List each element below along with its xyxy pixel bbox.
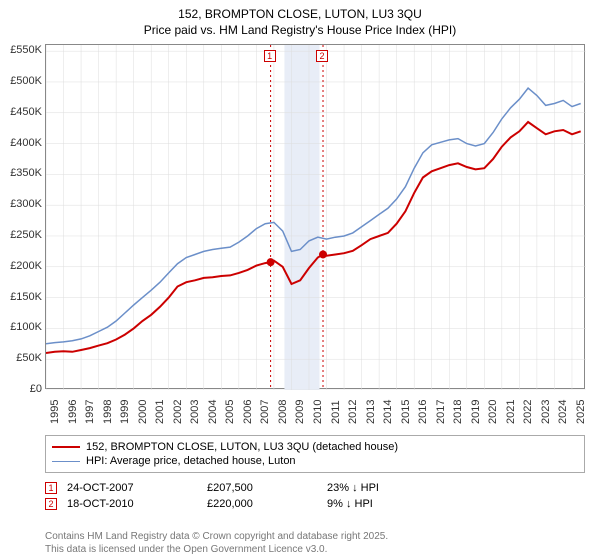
title-address: 152, BROMPTON CLOSE, LUTON, LU3 3QU xyxy=(0,6,600,22)
x-tick-label: 1997 xyxy=(84,400,96,424)
x-tick-label: 2015 xyxy=(400,400,412,424)
sales-row-1: 1 24-OCT-2007 £207,500 23% ↓ HPI xyxy=(45,480,585,496)
x-tick-label: 2010 xyxy=(312,400,324,424)
title-block: 152, BROMPTON CLOSE, LUTON, LU3 3QU Pric… xyxy=(0,0,600,38)
legend-label: HPI: Average price, detached house, Luto… xyxy=(86,455,296,467)
sale-price: £220,000 xyxy=(207,498,327,510)
x-tick-label: 2023 xyxy=(540,400,552,424)
x-tick-label: 2001 xyxy=(154,400,166,424)
y-tick-label: £100K xyxy=(2,321,42,333)
x-tick-label: 2014 xyxy=(382,400,394,424)
x-tick-label: 2008 xyxy=(277,400,289,424)
footer-line: Contains HM Land Registry data © Crown c… xyxy=(45,531,388,544)
x-tick-label: 2022 xyxy=(522,400,534,424)
x-tick-label: 1998 xyxy=(102,400,114,424)
title-subtitle: Price paid vs. HM Land Registry's House … xyxy=(0,22,600,38)
sale-marker-icon: 1 xyxy=(45,482,57,494)
x-tick-label: 2009 xyxy=(294,400,306,424)
x-tick-label: 2005 xyxy=(224,400,236,424)
x-tick-label: 2011 xyxy=(330,400,342,424)
chart-plot-area xyxy=(45,44,585,389)
x-tick-label: 2021 xyxy=(505,400,517,424)
x-tick-label: 2016 xyxy=(417,400,429,424)
x-tick-label: 2000 xyxy=(137,400,149,424)
sales-row-2: 2 18-OCT-2010 £220,000 9% ↓ HPI xyxy=(45,496,585,512)
y-tick-label: £550K xyxy=(2,44,42,56)
x-tick-label: 1996 xyxy=(67,400,79,424)
sale-marker-icon: 2 xyxy=(45,498,57,510)
y-tick-label: £0 xyxy=(2,383,42,395)
chart-sale-marker-icon: 2 xyxy=(316,50,328,62)
footer-line: This data is licensed under the Open Gov… xyxy=(45,544,388,557)
x-tick-label: 2004 xyxy=(207,400,219,424)
y-tick-label: £400K xyxy=(2,137,42,149)
sale-price: £207,500 xyxy=(207,482,327,494)
y-tick-label: £350K xyxy=(2,167,42,179)
y-tick-label: £500K xyxy=(2,75,42,87)
x-tick-label: 2006 xyxy=(242,400,254,424)
sale-date: 24-OCT-2007 xyxy=(67,482,207,494)
x-tick-label: 2025 xyxy=(575,400,587,424)
x-tick-label: 2019 xyxy=(470,400,482,424)
legend-swatch xyxy=(52,461,80,462)
footer-attribution: Contains HM Land Registry data © Crown c… xyxy=(45,531,388,556)
chart-svg xyxy=(46,45,586,390)
y-tick-label: £50K xyxy=(2,352,42,364)
chart-container: 152, BROMPTON CLOSE, LUTON, LU3 3QU Pric… xyxy=(0,0,600,560)
x-tick-label: 2017 xyxy=(435,400,447,424)
x-tick-label: 2012 xyxy=(347,400,359,424)
sales-table: 1 24-OCT-2007 £207,500 23% ↓ HPI 2 18-OC… xyxy=(45,480,585,512)
y-tick-label: £300K xyxy=(2,198,42,210)
x-tick-label: 2002 xyxy=(172,400,184,424)
y-tick-label: £450K xyxy=(2,106,42,118)
x-tick-label: 2013 xyxy=(365,400,377,424)
x-tick-label: 2024 xyxy=(557,400,569,424)
x-tick-label: 1999 xyxy=(119,400,131,424)
y-tick-label: £250K xyxy=(2,229,42,241)
sale-hpi-delta: 23% ↓ HPI xyxy=(327,482,379,494)
chart-sale-marker-icon: 1 xyxy=(264,50,276,62)
x-tick-label: 2007 xyxy=(259,400,271,424)
x-tick-label: 2020 xyxy=(487,400,499,424)
x-tick-label: 2003 xyxy=(189,400,201,424)
sale-date: 18-OCT-2010 xyxy=(67,498,207,510)
legend-row-hpi: HPI: Average price, detached house, Luto… xyxy=(52,454,578,468)
legend-box: 152, BROMPTON CLOSE, LUTON, LU3 3QU (det… xyxy=(45,435,585,473)
x-tick-label: 2018 xyxy=(452,400,464,424)
sale-hpi-delta: 9% ↓ HPI xyxy=(327,498,373,510)
y-tick-label: £150K xyxy=(2,291,42,303)
x-tick-label: 1995 xyxy=(49,400,61,424)
legend-label: 152, BROMPTON CLOSE, LUTON, LU3 3QU (det… xyxy=(86,441,398,453)
legend-swatch xyxy=(52,446,80,448)
y-tick-label: £200K xyxy=(2,260,42,272)
legend-row-price-paid: 152, BROMPTON CLOSE, LUTON, LU3 3QU (det… xyxy=(52,440,578,454)
